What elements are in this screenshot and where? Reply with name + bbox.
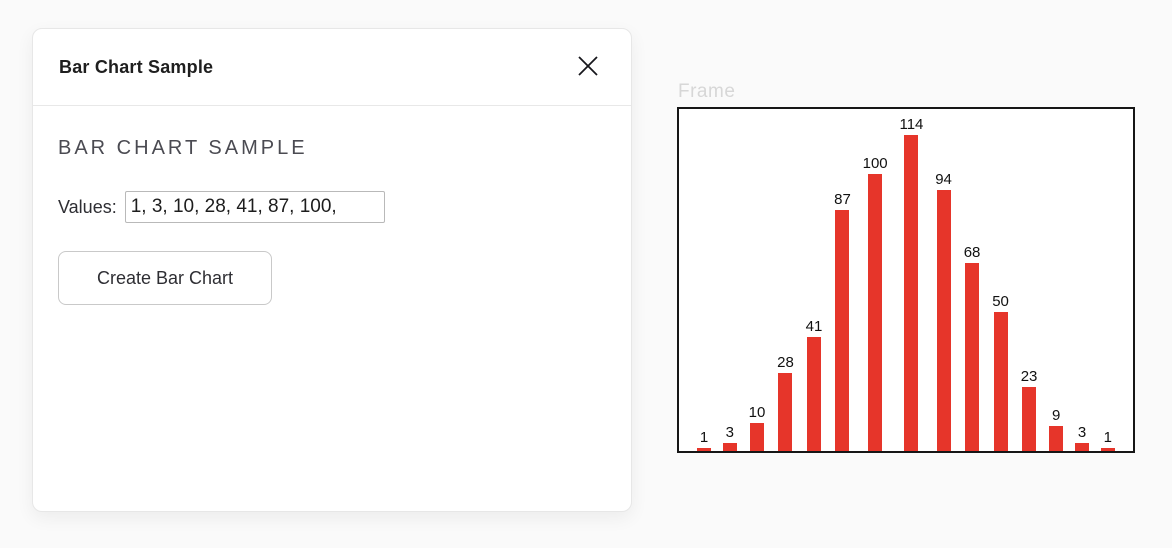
bar-group: 41 [805,318,823,451]
bar-value-label: 10 [748,404,766,421]
create-bar-chart-button[interactable]: Create Bar Chart [58,251,272,305]
bar-group: 10 [748,404,766,451]
bar [1022,387,1037,451]
dialog-title: Bar Chart Sample [59,56,214,77]
bar-group: 50 [992,294,1009,451]
bar [965,263,980,451]
bar [868,174,883,451]
bar-value-label: 23 [1020,368,1038,385]
bar [778,373,793,451]
bar-group: 94 [935,172,952,451]
bar [722,443,737,451]
bar-group: 114 [899,117,923,451]
bar [806,337,821,451]
bar-value-label: 9 [1052,407,1061,424]
values-input[interactable] [124,191,385,223]
bar-group: 3 [1075,424,1090,451]
bar-group: 23 [1020,368,1038,451]
bar-value-label: 87 [834,191,851,208]
bar [936,190,951,451]
bar-group: 28 [777,355,794,451]
bar-value-label: 41 [805,318,823,335]
bar-value-label: 1 [699,429,709,446]
bar-group: 100 [863,156,888,451]
bar [904,135,919,451]
bar [1049,426,1064,451]
bar [1075,443,1090,451]
section-heading: BAR CHART SAMPLE [58,137,308,159]
bar [749,423,764,451]
close-button[interactable] [571,50,605,84]
bar-chart-dialog: Bar Chart Sample BAR CHART SAMPLE Values… [32,28,632,512]
bar [993,312,1008,451]
bar [697,448,711,451]
bar-chart-plot: 1 3 10 28 41 87 100 114 94 68 50 23 9 3 1 [679,109,1133,451]
bar-group: 87 [834,192,851,451]
bar-value-label: 68 [963,244,981,261]
bar-group: 1 [1100,429,1115,451]
chart-frame: 1 3 10 28 41 87 100 114 94 68 50 23 9 3 1 [677,107,1135,453]
bar-value-label: 94 [935,171,952,188]
bar [835,210,850,451]
bar-group: 3 [722,424,737,451]
bar-value-label: 114 [899,116,924,133]
dialog-header: Bar Chart Sample [33,29,631,106]
bar-value-label: 1 [1103,429,1112,446]
bar-group: 1 [697,430,711,451]
bar-group: 9 [1049,407,1064,451]
dialog-body: BAR CHART SAMPLE Values: Create Bar Char… [33,106,631,336]
bar-group: 68 [963,244,981,451]
bar-value-label: 50 [992,293,1009,310]
bar-value-label: 3 [1077,424,1087,441]
values-row: Values: [58,191,606,223]
frame-label: Frame [678,81,736,102]
close-icon [575,53,601,82]
bar-value-label: 28 [777,354,794,371]
bar-value-label: 100 [862,155,888,172]
bar [1100,448,1115,451]
bar-value-label: 3 [725,424,734,441]
values-label: Values: [58,196,117,217]
